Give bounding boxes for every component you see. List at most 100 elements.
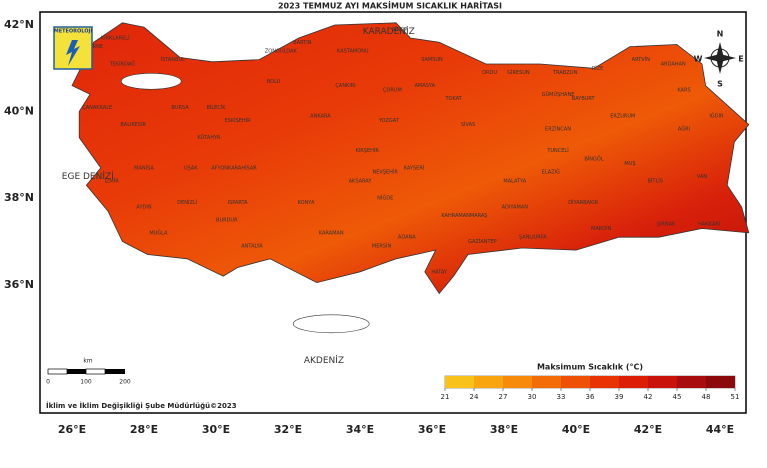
lon-label: 28°E bbox=[130, 423, 158, 436]
colorbar-segment bbox=[677, 376, 706, 388]
province-label: BARTIN bbox=[293, 40, 311, 46]
province-label: KIRŞEHİR bbox=[356, 147, 380, 154]
colorbar-tick-label: 30 bbox=[528, 393, 537, 401]
credit: İklim ve İklim Değişikliği Şube Müdürlüğ… bbox=[46, 401, 237, 410]
province-label: MALATYA bbox=[503, 178, 526, 184]
colorbar-segment bbox=[561, 376, 590, 388]
colorbar-segment bbox=[619, 376, 648, 388]
turkey bbox=[71, 22, 750, 295]
province-label: SİVAS bbox=[461, 121, 475, 128]
map-title: 2023 TEMMUZ AYI MAKSİMUM SICAKLIK HARİTA… bbox=[278, 1, 502, 11]
province-label: GAZİANTEP bbox=[468, 238, 497, 245]
province-label: ŞIRNAK bbox=[657, 222, 676, 228]
colorbar-segment bbox=[706, 376, 735, 388]
province-label: BİLECİK bbox=[206, 104, 226, 111]
province-label: ANKARA bbox=[310, 113, 331, 119]
province-label: AYDIN bbox=[136, 204, 151, 210]
logo: METEOROLOJİ bbox=[53, 26, 93, 70]
province-label: KARS bbox=[677, 87, 690, 93]
province-label: KAYSERİ bbox=[404, 164, 425, 171]
lon-label: 34°E bbox=[346, 423, 374, 436]
lat-label: 42°N bbox=[4, 18, 34, 31]
colorbar-segment bbox=[503, 376, 532, 388]
cyprus bbox=[292, 314, 370, 334]
province-label: TUNCELİ bbox=[546, 147, 568, 154]
province-label: AFYONKARAHİSAR bbox=[211, 164, 257, 171]
province-label: SİNOP bbox=[392, 26, 407, 33]
province-label: ESKİŞEHİR bbox=[225, 117, 252, 124]
colorbar-segment bbox=[532, 376, 561, 388]
province-label: İSTANBUL bbox=[161, 56, 186, 63]
province-label: ŞANLIURFA bbox=[519, 235, 547, 241]
land bbox=[71, 22, 750, 334]
colorbar-tick-label: 48 bbox=[702, 393, 711, 401]
colorbar-tick-label: 27 bbox=[499, 393, 508, 401]
lat-label: 36°N bbox=[4, 278, 34, 291]
province-label: ANTALYA bbox=[241, 243, 263, 249]
province-label: MERSİN bbox=[372, 242, 392, 249]
lon-label: 38°E bbox=[490, 423, 518, 436]
province-label: BALIKESİR bbox=[120, 121, 146, 128]
province-label: KASTAMONU bbox=[337, 48, 369, 54]
sea-label: KARADENİZ bbox=[363, 26, 415, 37]
province-label: KIRKLARELİ bbox=[101, 34, 130, 41]
scale-label: 100 bbox=[80, 379, 92, 386]
lat-label: 38°N bbox=[4, 191, 34, 204]
province-label: NEVŞEHİR bbox=[373, 169, 399, 176]
province-label: MARDİN bbox=[591, 225, 612, 232]
province-label: UŞAK bbox=[184, 165, 198, 171]
colorbar-tick-label: 21 bbox=[441, 393, 450, 401]
province-label: DENİZLİ bbox=[177, 199, 197, 206]
province-label: MUĞLA bbox=[149, 229, 168, 236]
province-label: BİTLİS bbox=[647, 177, 662, 184]
lon-label: 44°E bbox=[706, 423, 734, 436]
lon-label: 26°E bbox=[58, 423, 86, 436]
marmara-sea bbox=[120, 72, 182, 90]
province-label: ISPARTA bbox=[228, 200, 249, 206]
province-label: ERZİNCAN bbox=[545, 125, 571, 132]
province-label: BAYBURT bbox=[572, 96, 596, 102]
lat-label: 40°N bbox=[4, 105, 34, 118]
province-label: TOKAT bbox=[444, 96, 462, 102]
colorbar-segment bbox=[474, 376, 503, 388]
province-label: ÇANAKKALE bbox=[82, 105, 112, 111]
lon-label: 36°E bbox=[418, 423, 446, 436]
province-label: TEKİRDAĞ bbox=[109, 60, 136, 67]
colorbar-segment bbox=[445, 376, 474, 388]
province-label: ÇORUM bbox=[383, 87, 402, 93]
province-label: RİZE bbox=[592, 65, 604, 72]
province-label: ARTVİN bbox=[632, 56, 650, 63]
scale-label: 200 bbox=[119, 379, 131, 386]
scale-label: 0 bbox=[46, 379, 50, 386]
province-label: YOZGAT bbox=[378, 118, 400, 124]
province-label: MUŞ bbox=[624, 161, 635, 167]
province-label: BURDUR bbox=[216, 217, 238, 223]
province-label: ADANA bbox=[398, 235, 416, 241]
province-label: GÜMÜŞHANE bbox=[542, 91, 575, 98]
province-label: KÜTAHYA bbox=[197, 134, 220, 141]
province-label: ADIYAMAN bbox=[502, 204, 529, 210]
province-label: BİNGÖL bbox=[584, 156, 603, 163]
province-label: ELAZIĞ bbox=[542, 169, 560, 176]
province-label: ARDAHAN bbox=[661, 61, 686, 67]
lon-label: 42°E bbox=[634, 423, 662, 436]
colorbar-tick-label: 45 bbox=[673, 393, 682, 401]
colorbar-tick-label: 24 bbox=[470, 393, 479, 401]
province-label: KONYA bbox=[298, 200, 315, 206]
compass-letter: N bbox=[717, 30, 724, 39]
province-label: ORDU bbox=[482, 70, 497, 76]
province-label: AĞRI bbox=[678, 125, 690, 132]
province-label: IĞDIR bbox=[709, 112, 724, 119]
province-label: TRABZON bbox=[552, 70, 578, 76]
province-label: KAHRAMANMARAŞ bbox=[441, 213, 487, 219]
province-label: NİĞDE bbox=[377, 195, 393, 202]
logo-text: METEOROLOJİ bbox=[54, 28, 93, 35]
colorbar-tick-label: 36 bbox=[586, 393, 595, 401]
province-label: SAMSUN bbox=[421, 57, 443, 63]
compass-letter: E bbox=[738, 55, 743, 64]
province-label: HATAY bbox=[431, 269, 447, 275]
colorbar-segment bbox=[648, 376, 677, 388]
province-label: KARAMAN bbox=[319, 230, 344, 236]
labels: KARADENİZ EGE DENİZİ AKDENİZ KIRKLARELİ EDİR… bbox=[62, 26, 724, 366]
